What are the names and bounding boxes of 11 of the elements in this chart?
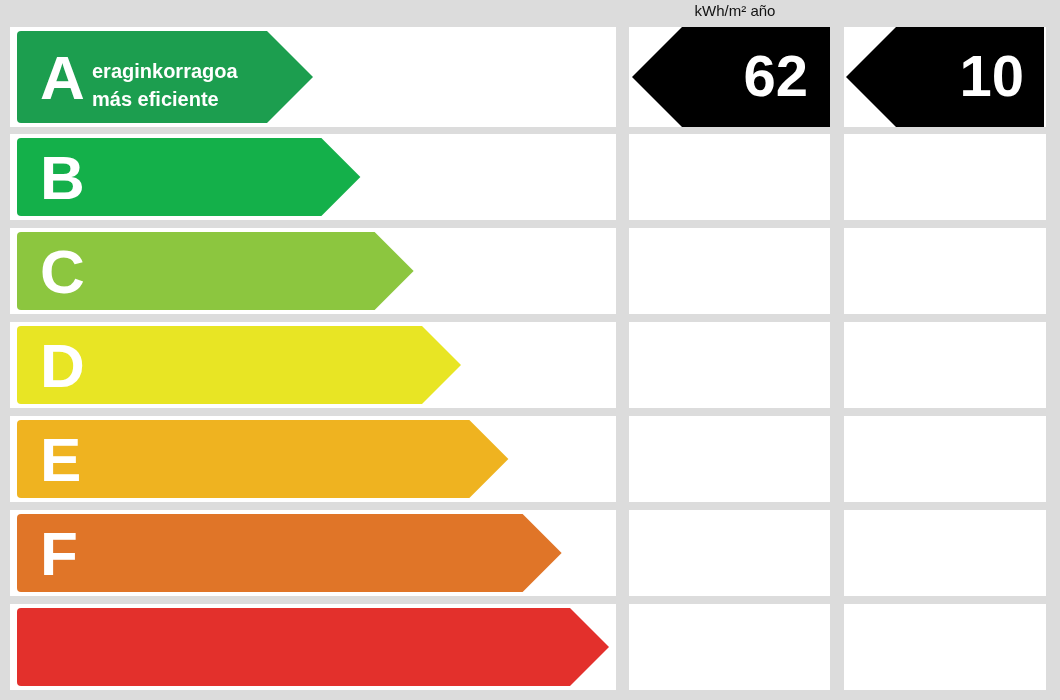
y-tick-label: F: [40, 519, 78, 588]
annotation: más eficiente: [92, 88, 219, 110]
y-tick-label: B: [40, 143, 85, 212]
y-tick-label: E: [40, 425, 82, 494]
y-tick-label: A: [40, 43, 85, 112]
annotation: eraginkorragoa: [92, 60, 239, 82]
y-tick-label: C: [40, 237, 85, 306]
text: kWh/m² año: [694, 2, 776, 19]
text: 10: [959, 43, 1024, 108]
text: 62: [743, 43, 808, 108]
y-tick-label: D: [40, 331, 85, 400]
